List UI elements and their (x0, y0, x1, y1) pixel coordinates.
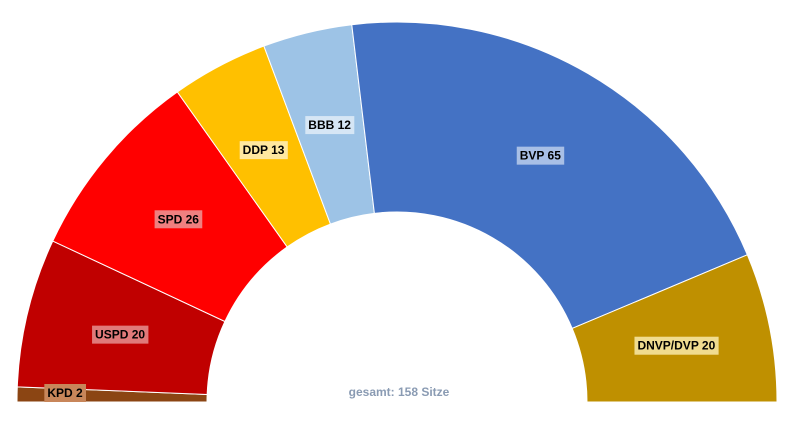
total-seats-label: gesamt: 158 Sitze (349, 385, 450, 399)
label-text: USPD 20 (95, 328, 145, 342)
slice-dnvp-dvp (571, 254, 778, 403)
seat-labels: KPD 2 USPD 20 SPD 26 DDP 13 BBB 12 BVP 65 DNVP… (44, 116, 719, 402)
label-bvp: BVP 65 (516, 146, 565, 165)
label-kpd: KPD 2 (44, 384, 86, 402)
label-dnvp-dvp: DNVP/DVP 20 (634, 336, 719, 355)
label-ddp: DDP 13 (239, 141, 288, 160)
seat-slices (16, 21, 778, 403)
label-spd: SPD 26 (154, 210, 203, 229)
label-text: BBB 12 (308, 118, 351, 132)
slice-bvp (351, 21, 749, 330)
label-text: BVP 65 (520, 149, 561, 163)
label-uspd: USPD 20 (92, 325, 149, 344)
label-text: SPD 26 (158, 212, 200, 226)
label-text: KPD 2 (47, 386, 83, 400)
label-text: DDP 13 (243, 143, 285, 157)
label-text: DNVP/DVP 20 (637, 339, 715, 353)
label-bbb: BBB 12 (305, 116, 355, 135)
